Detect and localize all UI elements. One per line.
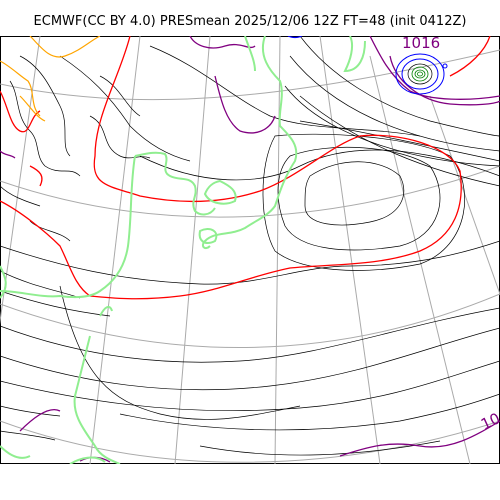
isobars (0, 36, 500, 456)
ridge-contour (0, 36, 101, 122)
low-pressure-center (287, 36, 448, 95)
map-title: ECMWF(CC BY 4.0) PRESmean 2025/12/06 12Z… (33, 14, 467, 29)
map-frame (0, 36, 500, 464)
pressure-map: 1016 10 (0, 36, 500, 464)
contour-label-partial: 10 (478, 409, 500, 433)
isobar-1016 (0, 36, 491, 300)
coastlines (0, 36, 366, 464)
contour-label-1016: 1016 (402, 36, 440, 52)
